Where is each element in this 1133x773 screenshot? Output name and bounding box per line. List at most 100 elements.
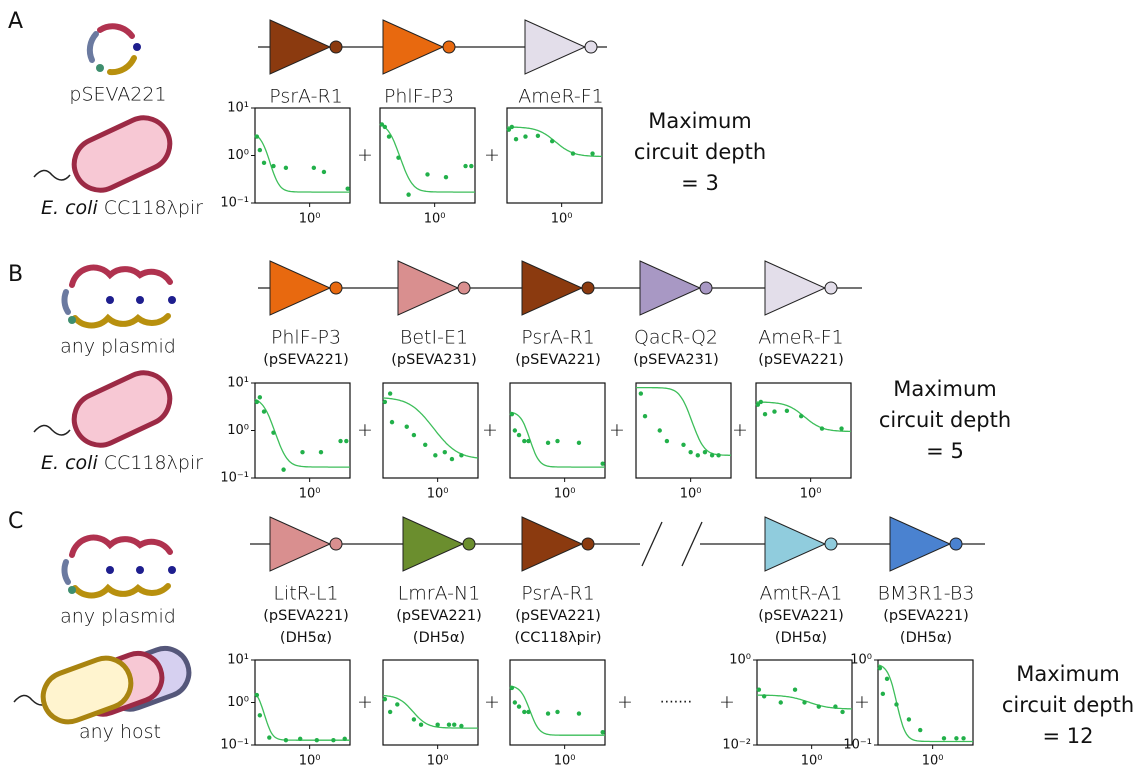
data-point xyxy=(820,426,824,430)
data-point xyxy=(447,723,451,727)
gate-name: PsrA-R1 xyxy=(269,86,343,108)
gate-triangle xyxy=(398,261,458,315)
fit-curve xyxy=(383,696,478,729)
max-depth: = 5 xyxy=(926,439,964,463)
gate-bubble xyxy=(825,538,837,550)
plot-frame xyxy=(255,383,350,478)
gate-triangle xyxy=(765,261,825,315)
panel-letter: B xyxy=(8,262,23,287)
data-point xyxy=(522,439,526,443)
data-point xyxy=(513,428,517,432)
bacteria-icon xyxy=(14,642,196,729)
gate-triangle xyxy=(270,517,330,571)
y-tick-label: 10¹ xyxy=(227,376,249,391)
plasmid-label: pSEVA221 xyxy=(69,84,166,106)
data-point xyxy=(772,409,776,413)
fit-curve xyxy=(383,398,478,458)
gate-bubble xyxy=(443,41,455,53)
data-point xyxy=(510,125,514,129)
plus-sign: + xyxy=(609,419,625,441)
data-point xyxy=(555,439,559,443)
gate-name: PhlF-P3 xyxy=(271,327,341,349)
plus-sign: + xyxy=(484,144,500,166)
data-point xyxy=(312,166,316,170)
data-point xyxy=(577,711,581,715)
gate-bubble xyxy=(330,538,342,550)
x-tick-label: 10⁰ xyxy=(299,754,321,769)
data-point xyxy=(779,700,783,704)
gate-host: (DH5α) xyxy=(280,630,332,646)
gate-triangle xyxy=(640,261,700,315)
data-point xyxy=(271,430,275,434)
host-strain: any host xyxy=(79,721,161,743)
data-point xyxy=(522,710,526,714)
plot-frame xyxy=(380,108,475,203)
data-point xyxy=(463,164,467,168)
max-depth: = 12 xyxy=(1043,724,1094,748)
data-point xyxy=(802,700,806,704)
gate-plasmid: (pSEVA231) xyxy=(633,352,718,368)
data-point xyxy=(517,433,521,437)
data-point xyxy=(450,457,454,461)
data-point xyxy=(665,439,669,443)
gate-triangle xyxy=(525,20,585,74)
plus-sign: + xyxy=(482,419,498,441)
data-point xyxy=(443,450,447,454)
data-point xyxy=(839,426,843,430)
plot-frame xyxy=(878,660,973,745)
data-point xyxy=(433,453,437,457)
data-point xyxy=(425,172,429,176)
plasmid-icon xyxy=(64,538,176,596)
fit-curve xyxy=(756,402,851,431)
gate-name: AmeR-F1 xyxy=(758,327,844,349)
gate-triangle xyxy=(270,20,330,74)
plus-sign: + xyxy=(732,419,748,441)
fit-curve xyxy=(255,693,350,740)
plasmid-label: any plasmid xyxy=(60,336,176,358)
fit-curve xyxy=(380,124,475,192)
data-point xyxy=(688,450,692,454)
fit-curve xyxy=(878,665,973,742)
x-tick-label: 10⁰ xyxy=(299,487,321,502)
host-label: any host xyxy=(79,721,161,743)
fit-curve xyxy=(255,135,350,192)
data-point xyxy=(696,453,700,457)
data-point xyxy=(643,414,647,418)
plus-sign: + xyxy=(719,691,735,713)
data-point xyxy=(546,711,550,715)
data-point xyxy=(703,450,707,454)
y-tick-label: 10⁰ xyxy=(850,653,872,668)
gate-bubble xyxy=(458,282,470,294)
y-tick-label: 10⁰ xyxy=(227,423,249,438)
data-point xyxy=(918,728,922,732)
data-point xyxy=(396,155,400,159)
host-label: E. coli CC118λpir xyxy=(41,452,203,474)
x-tick-label: 10⁰ xyxy=(801,754,823,769)
plot-frame xyxy=(510,383,605,478)
data-point xyxy=(284,166,288,170)
x-tick-label: 10⁰ xyxy=(427,487,449,502)
gate-name: LitR-L1 xyxy=(273,583,338,605)
data-point xyxy=(444,175,448,179)
data-point xyxy=(894,702,898,706)
y-tick-label: 10⁰ xyxy=(227,695,249,710)
data-point xyxy=(793,688,797,692)
data-point xyxy=(345,187,349,191)
gate-bubble xyxy=(463,538,475,550)
y-tick-label: 10⁻² xyxy=(722,738,751,753)
x-tick-label: 10⁰ xyxy=(554,754,576,769)
break-slash xyxy=(682,522,702,566)
data-point xyxy=(271,164,275,168)
data-point xyxy=(757,688,761,692)
panel-letter: A xyxy=(8,9,23,34)
max-depth: circuit depth xyxy=(1002,693,1133,717)
gate-triangle xyxy=(383,20,443,74)
data-point xyxy=(510,412,514,416)
plus-sign: + xyxy=(484,691,500,713)
break-slash xyxy=(642,522,662,566)
max-depth: Maximum xyxy=(648,109,751,133)
gate-name: PsrA-R1 xyxy=(521,327,595,349)
gate-name: QacR-Q2 xyxy=(634,327,718,349)
data-point xyxy=(517,704,521,708)
max-depth: = 3 xyxy=(681,171,719,195)
